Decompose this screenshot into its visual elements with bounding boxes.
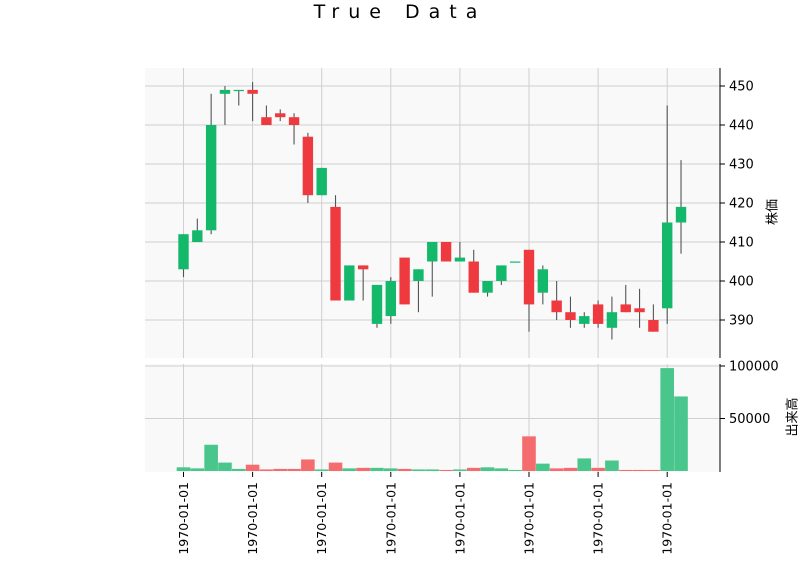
volume-bar xyxy=(370,467,384,471)
volume-bar xyxy=(522,436,536,471)
candle-up xyxy=(178,234,189,270)
candle-down xyxy=(592,304,604,324)
volume-tick-label: 100000 xyxy=(729,360,779,375)
volume-bar xyxy=(494,468,509,471)
volume-tick-label: 50000 xyxy=(729,412,770,427)
volume-bar xyxy=(231,468,246,471)
candle-up xyxy=(385,281,396,317)
price-tick-label: 410 xyxy=(729,236,754,251)
candle-up xyxy=(482,281,493,293)
volume-bar xyxy=(411,469,426,471)
x-tick-label: 1970-01-01 xyxy=(522,482,537,555)
candle-down xyxy=(330,206,341,301)
volume-bar xyxy=(549,468,564,471)
candle-down xyxy=(247,89,258,94)
candle-up xyxy=(192,230,203,242)
price-tick-label: 440 xyxy=(729,119,754,134)
candle-up xyxy=(662,222,673,309)
x-tick-label: 1970-01-01 xyxy=(660,482,675,555)
volume-bar xyxy=(425,469,440,471)
volume-bar xyxy=(190,468,205,471)
candle-down xyxy=(357,265,369,270)
volume-bar xyxy=(646,469,661,471)
x-tick-label: 1970-01-01 xyxy=(452,482,467,555)
volume-bar xyxy=(287,468,301,471)
volume-bars xyxy=(176,368,688,471)
candle-up xyxy=(427,242,438,262)
x-tick-label: 1970-01-01 xyxy=(383,482,398,555)
volume-bar xyxy=(674,396,688,471)
volume-bar xyxy=(301,459,315,471)
volume-bar xyxy=(397,468,412,471)
volume-bar xyxy=(176,467,191,471)
candles xyxy=(178,82,687,340)
candle-down xyxy=(551,300,562,313)
candle-up xyxy=(205,125,217,231)
candle-up xyxy=(371,284,383,324)
volume-bar xyxy=(204,444,218,471)
volume-bar xyxy=(536,463,550,471)
volume-bar xyxy=(577,458,592,471)
price-tick-label: 420 xyxy=(729,197,754,212)
candle-down xyxy=(523,249,535,305)
candle-up xyxy=(233,89,244,92)
volume-bar xyxy=(605,460,619,471)
candle-up xyxy=(537,269,549,293)
price-panel-background xyxy=(145,68,720,358)
candle-up xyxy=(454,257,466,262)
candle-up xyxy=(579,316,590,324)
candle-down xyxy=(620,304,631,313)
volume-bar xyxy=(384,468,398,471)
volume-bar xyxy=(453,469,467,471)
chart-title: True Data xyxy=(313,1,487,23)
volume-bar xyxy=(618,469,633,471)
candle-down xyxy=(565,312,576,320)
volume-bar xyxy=(508,469,522,471)
price-tick-label: 390 xyxy=(729,314,754,329)
volume-bar xyxy=(439,469,453,471)
candle-up xyxy=(509,261,521,263)
candle-up xyxy=(606,312,618,328)
candle-down xyxy=(261,117,272,125)
x-tick-label: 1970-01-01 xyxy=(591,482,606,555)
axes: 390 400 410 420 430 440 450 50000 100000 1970-01-… xyxy=(176,68,779,555)
candle-down xyxy=(288,117,300,125)
candle-down xyxy=(275,113,286,118)
volume-axis-label: 出来高 xyxy=(785,397,800,436)
candle-down xyxy=(399,257,410,305)
volume-bar xyxy=(591,467,605,471)
price-tick-label: 400 xyxy=(729,275,754,290)
price-tick-label: 430 xyxy=(729,158,754,173)
volume-bar xyxy=(259,469,274,471)
price-tick-label: 450 xyxy=(729,80,754,95)
candle-down xyxy=(634,308,645,313)
volume-bar xyxy=(356,467,370,471)
volume-bar xyxy=(466,467,481,471)
x-tick-label: 1970-01-01 xyxy=(245,482,260,555)
volume-bar xyxy=(480,467,495,471)
volume-bar xyxy=(218,462,232,471)
candle-up xyxy=(316,167,327,196)
candle-up xyxy=(496,265,507,281)
candle-down xyxy=(440,242,452,262)
candle-down xyxy=(648,320,659,332)
candle-up xyxy=(675,206,687,223)
candle-down xyxy=(302,136,314,196)
candle-up xyxy=(344,265,355,301)
volume-bar xyxy=(273,468,288,471)
x-tick-label: 1970-01-01 xyxy=(314,482,329,555)
price-axis-label: 株価 xyxy=(766,199,781,225)
volume-bar xyxy=(563,467,578,471)
candle-up xyxy=(219,89,231,94)
volume-bar xyxy=(245,464,260,471)
volume-bar xyxy=(342,468,357,471)
volume-bar xyxy=(328,462,343,471)
candle-up xyxy=(413,269,424,281)
x-tick-label: 1970-01-01 xyxy=(176,482,191,555)
candle-down xyxy=(468,261,479,293)
volume-bar xyxy=(660,368,674,471)
volume-bar xyxy=(632,469,647,471)
volume-bar xyxy=(314,469,329,471)
